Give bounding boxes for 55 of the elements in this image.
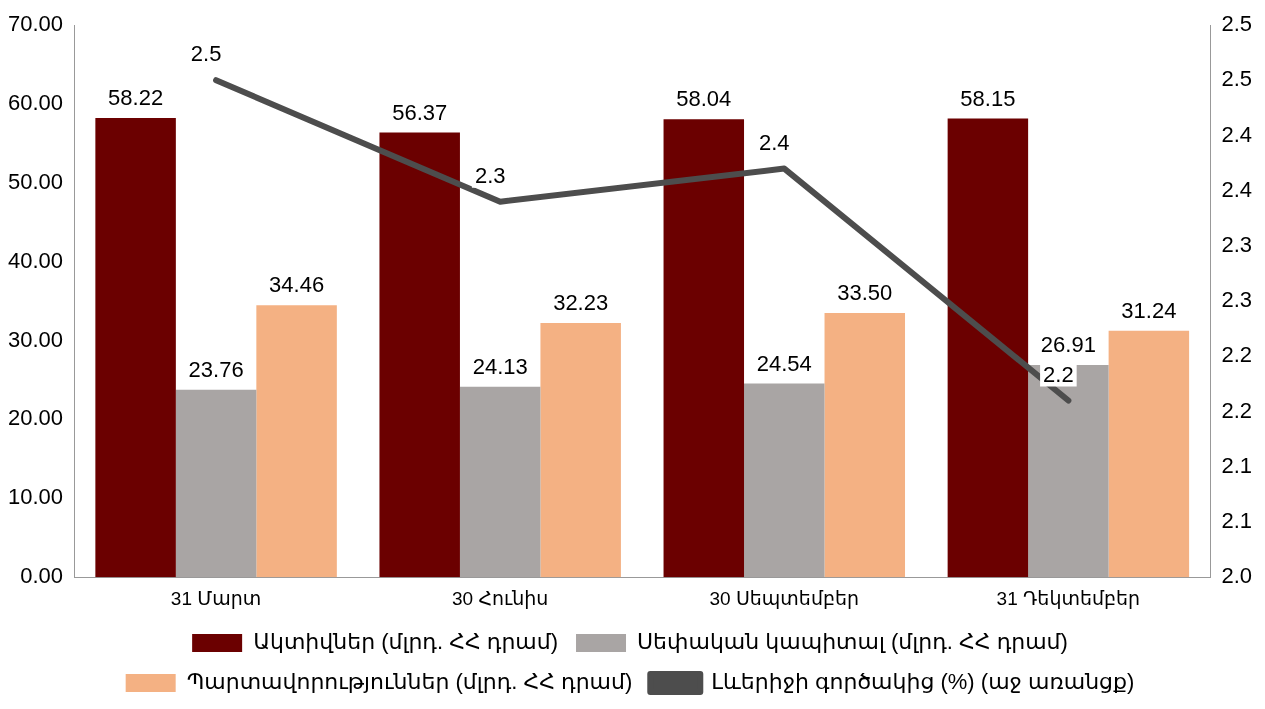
data-label: 2.2: [1043, 361, 1074, 387]
bar: [1028, 364, 1109, 578]
y2-tick-label: 2.3: [1221, 287, 1253, 313]
x-tick-label: 31 Դեկտեմբեր: [996, 587, 1141, 609]
data-label: 34.46: [269, 272, 325, 298]
bar: [175, 389, 257, 578]
data-label: 26.91: [1040, 331, 1096, 357]
y2-tick-label: 2.2: [1221, 342, 1253, 368]
y2-tick-label: 2.5: [1221, 66, 1253, 92]
bar: [256, 305, 337, 578]
y2-tick-label: 2.4: [1221, 176, 1253, 202]
legend-label: Սեփական կապիտալ (մլրդ. ՀՀ դրամ): [637, 629, 1068, 655]
y-tick-label: 20.00: [7, 405, 64, 431]
y2-tick-label: 2.1: [1221, 508, 1253, 534]
bar: [744, 383, 825, 578]
x-tick-label: 31 Մարտ: [170, 587, 262, 609]
y-tick-label: 40.00: [7, 247, 64, 273]
bar: [459, 386, 541, 578]
y-tick-label: 70.00: [7, 11, 64, 37]
data-label: 2.4: [758, 129, 790, 155]
data-label: 58.04: [676, 86, 732, 112]
bar: [379, 132, 460, 578]
y2-tick-label: 2.5: [1221, 11, 1253, 37]
bar: [540, 322, 621, 578]
data-label: 58.22: [108, 84, 164, 110]
bar: [947, 118, 1029, 578]
x-tick-label: 30 Հունիս: [451, 587, 549, 609]
legend-label: Պարտավորություններ (մլրդ. ՀՀ դրամ): [186, 669, 633, 695]
bar: [95, 117, 176, 578]
y-tick-label: 10.00: [7, 484, 64, 510]
x-tick-label: 30 Սեպտեմբեր: [709, 587, 860, 609]
bar: [824, 312, 906, 578]
data-label: 56.37: [392, 99, 448, 125]
y2-tick-label: 2.3: [1221, 231, 1253, 257]
bar: [663, 119, 745, 578]
legend-label: Ակտիվներ (մլրդ. ՀՀ դրամ): [253, 629, 559, 655]
data-label: 24.13: [472, 353, 528, 379]
data-label: 2.5: [190, 41, 222, 67]
data-label: 33.50: [837, 280, 893, 305]
legend-label: Լևերիջի գործակից (%) (աջ առանցք): [711, 669, 1135, 695]
y-tick-label: 50.00: [7, 168, 64, 194]
y2-tick-label: 2.4: [1221, 121, 1253, 147]
y-tick-label: 60.00: [7, 89, 64, 115]
data-label: 58.15: [960, 85, 1016, 111]
data-label: 23.76: [188, 356, 244, 382]
y2-tick-label: 2.0: [1221, 563, 1253, 589]
y2-tick-label: 2.1: [1221, 452, 1253, 478]
bar: [1108, 330, 1190, 578]
data-label: 2.3: [474, 162, 506, 188]
data-label: 32.23: [553, 290, 609, 316]
y2-tick-label: 2.2: [1221, 397, 1253, 423]
y-tick-label: 30.00: [7, 326, 64, 352]
data-label: 24.54: [756, 350, 812, 376]
data-label: 31.24: [1121, 297, 1177, 323]
y-tick-label: 0.00: [20, 563, 64, 589]
